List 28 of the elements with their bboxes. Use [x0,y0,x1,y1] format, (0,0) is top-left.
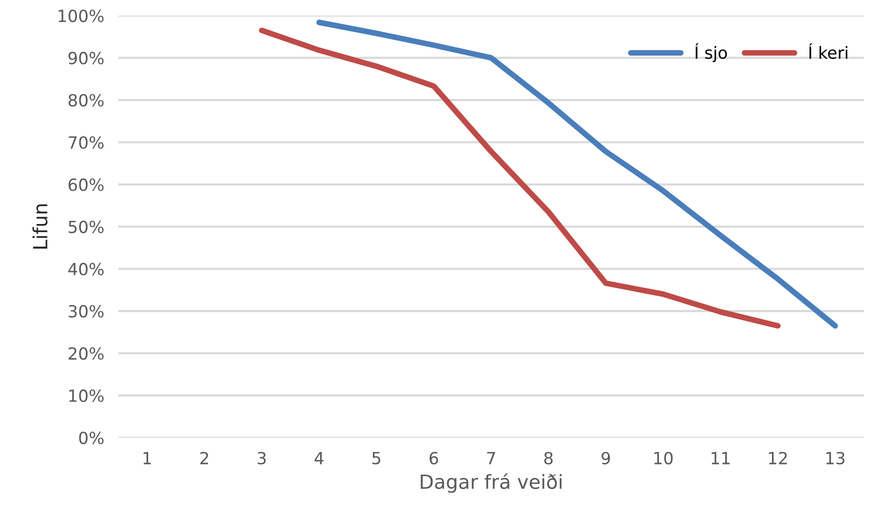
y-tick-label: 40% [68,262,104,276]
y-tick-label: 80% [68,94,104,107]
x-axis-title: Dagar frá veiði [420,473,562,493]
y-tick-label: 10% [69,389,104,402]
x-tick-label: 3 [258,452,266,464]
y-tick-label: 0% [79,432,104,444]
legend-label: Í sjo [695,43,727,62]
y-tick-label: 70% [68,136,104,149]
y-tick-label: 50% [68,220,104,234]
x-tick-label: 5 [372,452,380,464]
x-tick-label: 2 [200,452,208,464]
y-tick-label: 20% [68,347,104,360]
x-tick-label: 13 [826,452,844,464]
x-tick-label: 11 [712,452,730,464]
x-tick-label: 8 [544,452,553,464]
legend-label: Í keri [809,43,848,59]
x-tick-label: 10 [654,452,673,464]
x-tick-label: 4 [314,452,324,464]
y-axis-title: Lifun [32,204,48,249]
y-tick-label: 60% [68,178,104,192]
y-tick-label: 100% [58,10,104,22]
y-tick-label: 30% [68,305,104,318]
y-tick-label: 90% [68,52,104,64]
x-tick-label: 7 [487,452,495,464]
x-tick-label: 1 [144,452,151,464]
x-tick-label: 9 [602,452,610,464]
x-tick-label: 12 [769,452,787,464]
x-tick-label: 6 [430,452,438,464]
